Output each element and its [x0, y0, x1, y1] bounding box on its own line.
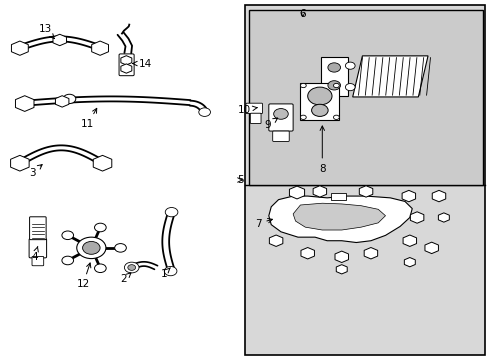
Polygon shape	[401, 190, 415, 202]
Circle shape	[333, 84, 339, 87]
Circle shape	[77, 237, 106, 258]
Polygon shape	[91, 41, 108, 55]
Circle shape	[115, 244, 126, 252]
Text: 4: 4	[31, 246, 38, 262]
Circle shape	[199, 108, 210, 116]
Polygon shape	[437, 213, 448, 222]
Polygon shape	[292, 203, 385, 230]
Circle shape	[311, 104, 327, 116]
Polygon shape	[359, 186, 372, 197]
Circle shape	[94, 223, 106, 232]
Polygon shape	[55, 96, 69, 107]
FancyBboxPatch shape	[272, 131, 288, 141]
Circle shape	[165, 207, 178, 217]
Text: 9: 9	[264, 118, 277, 130]
Text: 8: 8	[318, 126, 325, 174]
Polygon shape	[336, 265, 346, 274]
FancyBboxPatch shape	[250, 113, 261, 123]
Polygon shape	[364, 248, 377, 259]
FancyBboxPatch shape	[300, 83, 339, 120]
FancyBboxPatch shape	[245, 103, 262, 113]
Polygon shape	[431, 190, 445, 202]
FancyBboxPatch shape	[268, 104, 292, 131]
Circle shape	[164, 266, 177, 276]
Polygon shape	[121, 64, 132, 73]
Circle shape	[345, 62, 354, 69]
Text: 5: 5	[236, 175, 243, 185]
Circle shape	[62, 231, 73, 239]
Text: 6: 6	[299, 9, 305, 19]
Circle shape	[300, 84, 305, 87]
Polygon shape	[93, 156, 112, 171]
Circle shape	[300, 115, 305, 120]
Polygon shape	[424, 242, 438, 253]
Polygon shape	[53, 34, 66, 46]
FancyBboxPatch shape	[29, 239, 46, 258]
Circle shape	[94, 264, 106, 273]
Polygon shape	[16, 96, 34, 111]
Text: 10: 10	[238, 105, 257, 114]
Circle shape	[124, 262, 139, 273]
Circle shape	[333, 115, 339, 120]
Polygon shape	[268, 196, 411, 243]
Polygon shape	[404, 257, 414, 267]
FancyBboxPatch shape	[321, 57, 347, 96]
Polygon shape	[409, 212, 423, 223]
FancyBboxPatch shape	[119, 54, 134, 76]
Polygon shape	[11, 41, 28, 55]
Polygon shape	[289, 186, 304, 199]
Circle shape	[307, 87, 331, 105]
Circle shape	[327, 81, 340, 90]
Text: 1: 1	[161, 268, 170, 279]
Circle shape	[127, 265, 135, 270]
Polygon shape	[269, 235, 282, 247]
Text: 7: 7	[254, 219, 272, 229]
Circle shape	[63, 94, 76, 104]
Bar	[330, 193, 345, 201]
Bar	[245, 5, 484, 355]
Text: 13: 13	[39, 23, 54, 39]
Polygon shape	[402, 235, 416, 247]
Circle shape	[62, 256, 73, 265]
Text: 14: 14	[132, 59, 152, 68]
Polygon shape	[334, 251, 348, 262]
Polygon shape	[352, 56, 427, 97]
Polygon shape	[11, 156, 29, 171]
Polygon shape	[312, 186, 326, 197]
Polygon shape	[121, 56, 132, 65]
Polygon shape	[300, 248, 314, 259]
Bar	[249, 10, 482, 185]
FancyBboxPatch shape	[30, 217, 46, 240]
Circle shape	[82, 242, 100, 254]
FancyBboxPatch shape	[32, 256, 43, 266]
Circle shape	[327, 63, 340, 72]
Text: 3: 3	[29, 165, 42, 178]
Circle shape	[273, 109, 287, 119]
Text: 2: 2	[121, 273, 131, 284]
Circle shape	[345, 84, 354, 91]
Text: 12: 12	[76, 263, 91, 289]
Text: 11: 11	[81, 108, 97, 129]
